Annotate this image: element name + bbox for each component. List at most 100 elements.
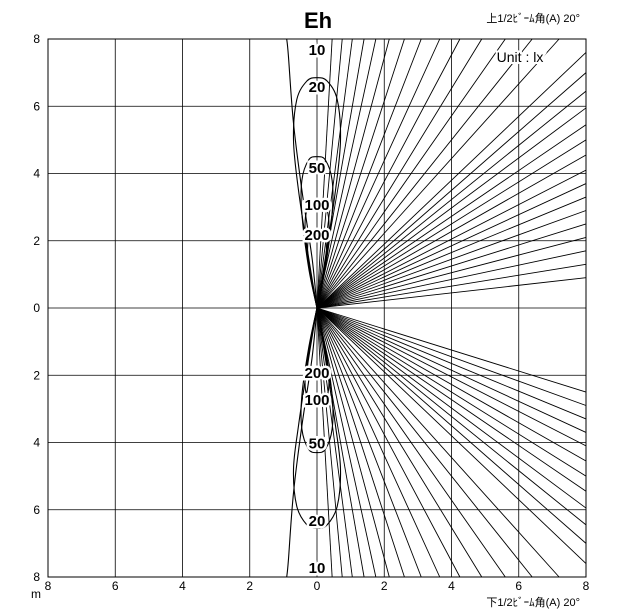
contour-label-200: 200 [304, 365, 329, 382]
upper-beam-ray [316, 38, 353, 309]
isolux-contour-10 [286, 307, 318, 578]
upper-beam-ray [316, 183, 587, 309]
lower-beam-ray [316, 307, 587, 477]
upper-beam-ray [316, 52, 587, 309]
upper-beam-ray [316, 72, 587, 309]
y-tick-label: 0 [33, 301, 40, 315]
y-tick-label: 4 [33, 167, 40, 181]
lower-beam-ray [316, 307, 343, 578]
isolux-contour-20 [292, 77, 342, 309]
x-tick-label: 4 [179, 579, 186, 593]
upper-beam-ray [316, 90, 587, 309]
isolux-contour-200 [307, 307, 327, 380]
lower-beam-ray [316, 307, 587, 526]
upper-beam-ray [316, 38, 441, 309]
isolux-contour-200 [307, 230, 327, 309]
upper-beam-ray [316, 223, 587, 309]
lower-beam-ray [316, 307, 587, 544]
upper-beam-ray [316, 124, 587, 309]
upper-beam-ray [316, 154, 587, 309]
upper-beam-ray [316, 263, 587, 309]
contour-label-10: 10 [309, 560, 326, 577]
x-tick-label: 2 [246, 579, 253, 593]
contour-label-100: 100 [304, 197, 329, 214]
lower-beam-ray [316, 307, 587, 492]
lower-beam-ray [316, 307, 587, 433]
beam-rays [316, 38, 587, 578]
lower-beam-ray [316, 307, 533, 578]
upper-beam-ray [316, 38, 405, 309]
upper-beam-ray [316, 277, 587, 309]
upper-beam-ray [316, 169, 587, 309]
isolux-contour-50 [300, 307, 334, 454]
lower-beam-ray [316, 307, 587, 564]
x-tick-label: 8 [583, 579, 590, 593]
contour-label-200: 200 [304, 227, 329, 244]
y-tick-label: 2 [33, 234, 40, 248]
upper-beam-ray [316, 236, 587, 309]
upper-beam-ray [316, 38, 390, 309]
contour-label-20: 20 [309, 79, 326, 96]
contour-label-20: 20 [309, 513, 326, 530]
isolux-contour-10 [286, 38, 318, 309]
x-tick-label: 4 [448, 579, 455, 593]
lower-beam-ray [316, 307, 587, 393]
y-tick-label: 8 [33, 570, 40, 584]
x-tick-label: 8 [45, 579, 52, 593]
upper-beam-ray [316, 107, 587, 309]
y-tick-label: 6 [33, 503, 40, 517]
upper-beam-ray [316, 38, 377, 309]
chart-title: Eh [304, 8, 332, 33]
y-tick-label: 2 [33, 368, 40, 382]
y-tick-label: 8 [33, 32, 40, 46]
upper-beam-angle-label: 上1/2ﾋﾞｰﾑ角(A) 20° [486, 12, 580, 25]
upper-beam-ray [316, 38, 343, 309]
contour-label-50: 50 [309, 160, 326, 177]
x-tick-label: 0 [314, 579, 321, 593]
upper-beam-ray [316, 210, 587, 309]
lower-beam-ray [316, 307, 441, 578]
lower-beam-ray [316, 307, 587, 509]
lower-beam-ray [316, 307, 560, 578]
contour-label-100: 100 [304, 392, 329, 409]
lower-beam-ray [316, 307, 333, 578]
x-tick-label: 6 [112, 579, 119, 593]
lower-beam-ray [316, 307, 390, 578]
x-axis-unit: m [31, 587, 41, 601]
upper-beam-ray [316, 38, 506, 309]
upper-beam-ray [316, 38, 560, 309]
contour-label-10: 10 [309, 42, 326, 59]
lower-beam-ray [316, 307, 422, 578]
lower-beam-ray [316, 307, 587, 462]
isolux-contour-20 [292, 307, 342, 529]
lower-beam-ray [316, 307, 405, 578]
lower-beam-ray [316, 307, 587, 406]
isolux-contour-50 [300, 156, 334, 309]
lower-beam-ray [316, 307, 587, 447]
upper-beam-ray [316, 38, 483, 309]
y-tick-label: 4 [33, 436, 40, 450]
lower-beam-ray [316, 307, 587, 420]
grid-lines [47, 38, 587, 578]
contour-label-50: 50 [309, 436, 326, 453]
lower-beam-ray [316, 307, 483, 578]
unit-label: Unit : lx [497, 49, 544, 65]
upper-beam-ray [316, 38, 533, 309]
lower-beam-ray [316, 307, 461, 578]
upper-beam-ray [316, 250, 587, 309]
upper-beam-ray [316, 196, 587, 309]
contour-labels: 10 10 20 20 50 50 100 100 200 200 [302, 40, 332, 580]
lower-beam-angle-label: 下1/2ﾋﾞｰﾑ角(A) 20° [486, 596, 580, 609]
isolux-contours [286, 38, 342, 578]
lower-beam-ray [316, 307, 353, 578]
upper-beam-ray [316, 38, 422, 309]
y-tick-label: 6 [33, 99, 40, 113]
x-tick-label: 2 [381, 579, 388, 593]
upper-beam-ray [316, 38, 461, 309]
lower-beam-ray [316, 307, 506, 578]
lower-beam-ray [316, 307, 377, 578]
x-tick-label: 6 [515, 579, 522, 593]
upper-beam-ray [316, 139, 587, 309]
